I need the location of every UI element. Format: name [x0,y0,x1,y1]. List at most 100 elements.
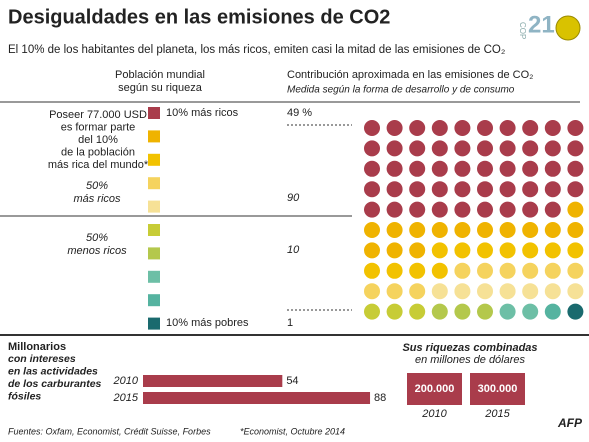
waffle-dot [386,181,403,198]
waffle-dot [409,283,426,300]
waffle-dot [431,181,448,198]
sources: Fuentes: Oxfam, Economist, Crédit Suisse… [8,426,211,436]
decile-square [148,294,160,307]
waffle-dot [409,120,426,136]
waffle-dot [544,283,561,300]
waffle-dot [477,283,493,300]
waffle-dot [364,303,380,320]
group-name: 10% más pobres [166,317,249,329]
decile-square [148,270,160,283]
waffle-dot [567,181,584,198]
waffle-dot [431,242,448,259]
waffle-dot [364,140,380,157]
waffle-dot [364,181,380,198]
value-label: 1 [287,317,293,329]
column-header: según su riqueza [118,82,203,94]
waffle-dot [499,120,516,136]
box-value: 200.000 [415,383,455,395]
waffle-dot [431,120,448,136]
waffle-dot [544,120,561,136]
bar-title: Millonarios [8,341,66,353]
waffle-dot [477,201,493,218]
waffle-dot [386,222,403,238]
waffle-dot [499,181,516,198]
note: es formar parte [61,121,136,133]
logo-number: 21 [528,11,555,38]
waffle-dot [544,222,561,238]
bar-subtitle: en las actividades [8,365,98,377]
subtitle: El 10% de los habitantes del planeta, lo… [8,44,505,56]
waffle-dot [567,222,584,238]
logo-globe [555,15,581,41]
decile-square [148,224,160,236]
waffle-dot [567,303,584,320]
decile-square [148,247,160,260]
waffle-dot [522,222,539,238]
logo-text: COP [518,22,527,39]
value-box [407,373,462,405]
waffle-dot [431,303,448,320]
decile-square [148,317,160,330]
waffle-dot [364,120,380,136]
waffle-dot [477,222,493,238]
waffle-dot [386,201,403,218]
waffle-dot [454,181,471,198]
value-box [470,373,525,405]
waffle-dot [409,201,426,218]
decile-square [148,153,160,166]
footnote: *Economist, Octubre 2014 [240,426,345,436]
waffle-dot [522,181,539,198]
waffle-dot [386,120,403,136]
column-header: Población mundial [115,69,205,81]
waffle-dot [477,181,493,198]
waffle-dot [386,160,403,177]
value-label: 10 [287,244,300,256]
waffle-dot [544,201,561,218]
group-name: 10% más ricos [166,107,239,119]
waffle-dot [431,140,448,157]
waffle-dot [522,120,539,136]
waffle-dot [454,120,471,136]
waffle-dot [454,283,471,300]
waffle-dot [386,242,403,259]
agency: AFP [557,416,583,430]
bar-subtitle: de los carburantes [8,378,102,390]
waffle-dot [499,303,516,320]
box-category: 2010 [421,408,447,420]
bar-subtitle: fósiles [8,390,41,402]
waffle-dot [477,303,493,320]
bar [143,375,283,387]
waffle-dot [454,140,471,157]
waffle-dot [567,283,584,300]
waffle-dot [454,201,471,218]
waffle-dot [544,140,561,157]
waffle-dot [567,140,584,157]
waffle-dot [544,262,561,279]
waffle-dot [431,283,448,300]
waffle-dot [544,160,561,177]
bar-value: 54 [286,375,298,387]
waffle-dot [409,140,426,157]
waffle-dot [409,181,426,198]
waffle-dot [454,242,471,259]
waffle-dot [499,283,516,300]
waffle-dot [454,222,471,238]
waffle-dot [364,262,380,279]
waffle-dot [454,303,471,320]
waffle-dot [477,160,493,177]
value-label: 49 % [287,107,312,119]
waffle-dot [477,242,493,259]
waffle-dot [409,222,426,238]
note: más rica del mundo* [48,159,149,171]
waffle-dot [499,201,516,218]
waffle-dot [522,283,539,300]
waffle-dot [431,160,448,177]
waffle-dot [431,201,448,218]
waffle-dot [567,262,584,279]
waffle-dot [454,160,471,177]
decile-square [148,200,160,213]
waffle-dot [522,303,539,320]
waffle-dot [364,201,380,218]
